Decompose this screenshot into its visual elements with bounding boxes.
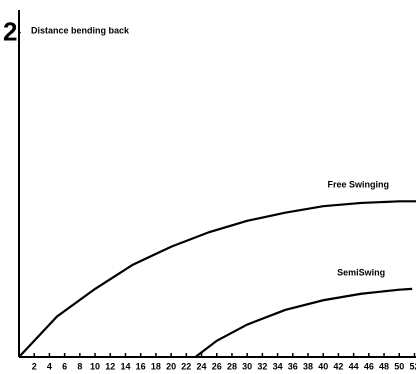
x-tick-label: 28 (227, 361, 237, 371)
chart-title: Distance bending back (31, 25, 130, 35)
x-tick-label: 48 (379, 361, 389, 371)
y-tick-label: 2 (3, 17, 17, 47)
x-tick-label: 8 (77, 361, 82, 371)
x-tick-label: 10 (90, 361, 100, 371)
x-tick-label: 32 (257, 361, 267, 371)
x-tick-label: 4 (47, 361, 52, 371)
x-tick-label: 24 (197, 361, 207, 371)
x-tick-label: 46 (364, 361, 374, 371)
series-label: SemiSwing (337, 267, 385, 277)
x-tick-label: 2 (32, 361, 37, 371)
x-tick-label: 42 (333, 361, 343, 371)
x-tick-label: 6 (62, 361, 67, 371)
series-line (18, 200, 416, 358)
x-tick-label: 26 (212, 361, 222, 371)
x-tick-label: 38 (303, 361, 313, 371)
x-tick-label: 18 (151, 361, 161, 371)
x-tick-label: 14 (120, 361, 130, 371)
x-tick-label: 44 (349, 361, 359, 371)
x-tick-label: 22 (181, 361, 191, 371)
x-tick-label: 20 (166, 361, 176, 371)
series-line (194, 287, 413, 358)
x-tick-label: 12 (105, 361, 115, 371)
x-tick-label: 16 (136, 361, 146, 371)
x-tick-label: 50 (394, 361, 404, 371)
series-label: Free Swinging (327, 180, 389, 190)
x-tick-label: 40 (318, 361, 328, 371)
x-tick-label: 30 (242, 361, 252, 371)
x-tick-label: 34 (273, 361, 283, 371)
x-tick-label: 52 (409, 361, 416, 371)
x-tick-label: 36 (288, 361, 298, 371)
